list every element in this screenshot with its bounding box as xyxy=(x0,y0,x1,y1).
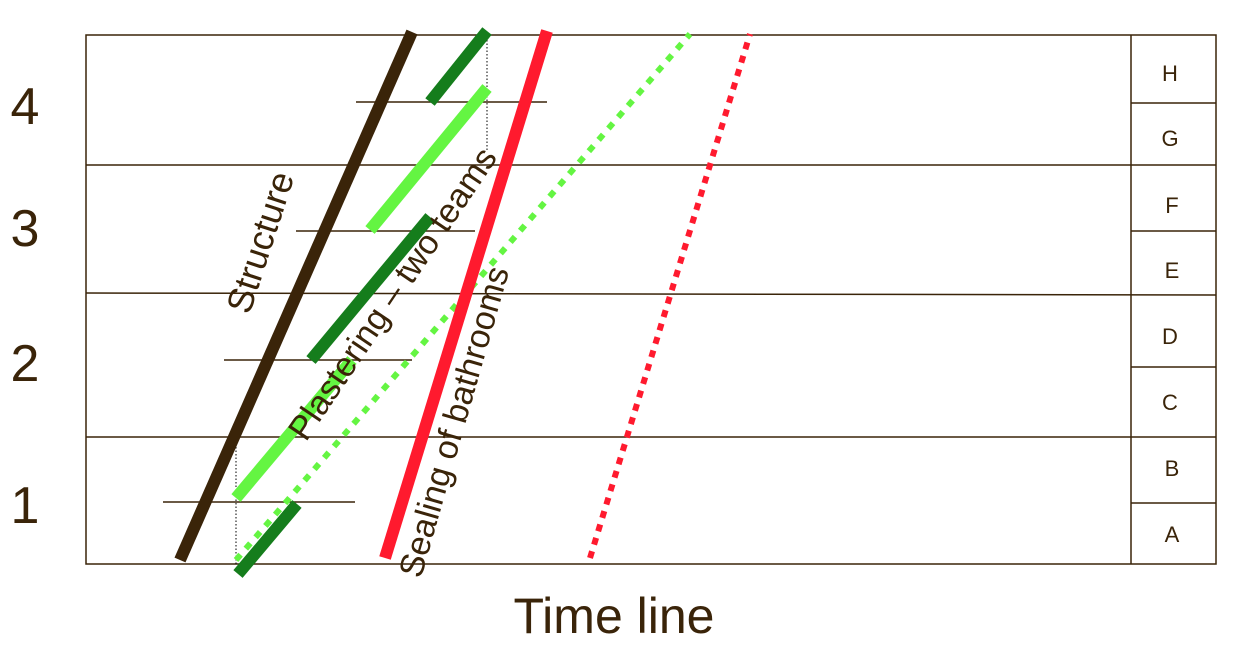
zone-label-e: E xyxy=(1165,258,1180,283)
plastering-team1-segment-zone-f xyxy=(365,84,492,234)
plastering-team2-segment-zone-h xyxy=(425,27,492,106)
structure-label: Structure xyxy=(218,166,302,318)
floor-label-3: 3 xyxy=(11,200,40,258)
plastering-team2-segment-zone-d xyxy=(306,213,435,364)
plastering-team1-segment-zone-b xyxy=(231,356,357,502)
zone-label-c: C xyxy=(1162,390,1178,415)
zone-label-f: F xyxy=(1165,193,1178,218)
plot-frame xyxy=(85,34,1217,565)
floor-boundary-2-3 xyxy=(85,292,1217,296)
zone-label-d: D xyxy=(1162,324,1178,349)
zone-label-b: B xyxy=(1165,456,1180,481)
zone-label-h: H xyxy=(1162,61,1178,86)
sealing-line xyxy=(379,29,553,560)
x-axis-label: Time line xyxy=(514,588,715,644)
plastering-team2-segment-zone-a xyxy=(233,500,302,578)
zone-label-g: G xyxy=(1161,126,1178,151)
sealing-dotted-line xyxy=(587,33,753,559)
floor-label-1: 1 xyxy=(11,477,40,535)
floor-label-2: 2 xyxy=(11,335,40,393)
structure-line xyxy=(174,29,418,563)
zone-label-a: A xyxy=(1165,522,1180,547)
floor-label-4: 4 xyxy=(11,78,40,136)
